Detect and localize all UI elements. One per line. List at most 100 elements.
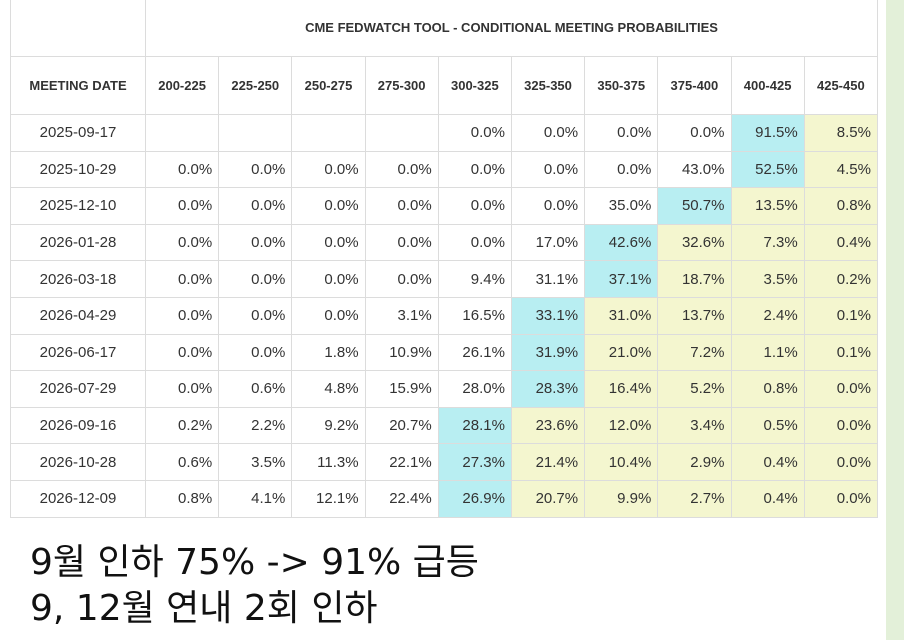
probability-cell: 1.8% bbox=[291, 333, 366, 372]
probability-cell: 0.0% bbox=[803, 406, 879, 445]
probability-cell bbox=[144, 114, 220, 152]
probability-cell: 26.9% bbox=[437, 479, 512, 518]
probability-cell: 0.0% bbox=[584, 114, 659, 152]
probability-cell: 3.1% bbox=[364, 296, 439, 335]
meeting-date: 2025-12-10 bbox=[10, 187, 146, 225]
probability-cell: 0.8% bbox=[803, 187, 879, 225]
probability-cell: 91.5% bbox=[730, 114, 805, 152]
probability-cell: 28.0% bbox=[437, 370, 512, 408]
probability-cell: 0.0% bbox=[144, 296, 220, 335]
table-row: 2026-01-28 0.0% 0.0% 0.0% 0.0% 0.0% 17.0% 42.6%… bbox=[10, 223, 879, 262]
meeting-date: 2026-01-28 bbox=[10, 223, 146, 262]
probability-cell: 7.2% bbox=[657, 333, 732, 372]
probability-cell: 35.0% bbox=[584, 187, 659, 225]
probability-cell: 0.0% bbox=[803, 443, 879, 481]
probability-cell: 3.5% bbox=[730, 260, 805, 298]
probability-cell: 2.9% bbox=[657, 443, 732, 481]
probability-cell: 0.0% bbox=[437, 187, 512, 225]
column-header: 200-225 bbox=[144, 56, 220, 115]
column-header: 275-300 bbox=[364, 56, 439, 115]
probability-cell: 0.0% bbox=[144, 260, 220, 298]
column-header: 225-250 bbox=[218, 56, 293, 115]
probability-cell: 33.1% bbox=[510, 296, 586, 335]
probability-cell: 0.5% bbox=[730, 406, 805, 445]
probability-cell: 31.0% bbox=[584, 296, 659, 335]
probability-cell: 0.0% bbox=[510, 114, 586, 152]
column-header: 375-400 bbox=[657, 56, 732, 115]
probability-cell: 0.4% bbox=[730, 479, 805, 518]
probability-cell: 43.0% bbox=[657, 150, 732, 189]
table-row: 2026-03-18 0.0% 0.0% 0.0% 0.0% 9.4% 31.1% 37.1%… bbox=[10, 260, 879, 298]
probability-cell: 0.0% bbox=[364, 150, 439, 189]
probability-cell: 4.1% bbox=[218, 479, 293, 518]
column-header: 425-450 bbox=[803, 56, 879, 115]
message-line: 9월 인하 75% -> 91% 급등 bbox=[30, 542, 479, 583]
probability-cell: 21.0% bbox=[584, 333, 659, 372]
probability-cell: 2.2% bbox=[218, 406, 293, 445]
probability-cell: 0.0% bbox=[510, 150, 586, 189]
probability-cell: 52.5% bbox=[730, 150, 805, 189]
probability-cell: 9.9% bbox=[584, 479, 659, 518]
probability-cell: 0.0% bbox=[364, 260, 439, 298]
probability-cell: 0.8% bbox=[730, 370, 805, 408]
probability-cell: 0.0% bbox=[364, 223, 439, 262]
table-row: 2026-12-09 0.8% 4.1% 12.1% 22.4% 26.9% 20.7% 9.… bbox=[10, 479, 879, 518]
probability-cell: 4.5% bbox=[803, 150, 879, 189]
probability-table: CME FEDWATCH TOOL - CONDITIONAL MEETING … bbox=[10, 0, 879, 518]
probability-cell: 0.6% bbox=[218, 370, 293, 408]
probability-cell: 3.4% bbox=[657, 406, 732, 445]
probability-cell: 20.7% bbox=[510, 479, 586, 518]
probability-cell: 31.1% bbox=[510, 260, 586, 298]
probability-cell: 42.6% bbox=[584, 223, 659, 262]
probability-cell: 0.2% bbox=[803, 260, 879, 298]
probability-cell: 0.0% bbox=[291, 187, 366, 225]
probability-cell: 0.4% bbox=[803, 223, 879, 262]
table-row: 2025-09-17 0.0% 0.0% 0.0% 0.0% 91.5% 8.5% bbox=[10, 114, 879, 152]
table-row: 2025-12-10 0.0% 0.0% 0.0% 0.0% 0.0% 0.0% 35.0% 5… bbox=[10, 187, 879, 225]
probability-cell: 0.1% bbox=[803, 333, 879, 372]
probability-cell: 31.9% bbox=[510, 333, 586, 372]
probability-cell: 0.0% bbox=[291, 260, 366, 298]
probability-cell: 0.0% bbox=[584, 150, 659, 189]
table-title: CME FEDWATCH TOOL - CONDITIONAL MEETING … bbox=[145, 0, 878, 57]
probability-cell: 4.8% bbox=[291, 370, 366, 408]
probability-cell: 0.1% bbox=[803, 296, 879, 335]
probability-cell: 0.4% bbox=[730, 443, 805, 481]
probability-cell: 2.7% bbox=[657, 479, 732, 518]
probability-cell: 3.5% bbox=[218, 443, 293, 481]
probability-cell: 22.1% bbox=[364, 443, 439, 481]
probability-cell: 0.0% bbox=[144, 150, 220, 189]
meeting-date: 2026-04-29 bbox=[10, 296, 146, 335]
probability-cell: 26.1% bbox=[437, 333, 512, 372]
meeting-date: 2026-12-09 bbox=[10, 479, 146, 518]
probability-cell: 9.4% bbox=[437, 260, 512, 298]
probability-cell: 23.6% bbox=[510, 406, 586, 445]
column-header: 325-350 bbox=[510, 56, 586, 115]
probability-cell: 0.0% bbox=[510, 187, 586, 225]
probability-cell: 0.6% bbox=[144, 443, 220, 481]
message-line: 9, 12월 연내 2회 인하 bbox=[30, 588, 378, 629]
probability-cell: 37.1% bbox=[584, 260, 659, 298]
column-header: 400-425 bbox=[730, 56, 805, 115]
probability-cell: 7.3% bbox=[730, 223, 805, 262]
probability-cell: 12.1% bbox=[291, 479, 366, 518]
probability-cell: 0.0% bbox=[218, 296, 293, 335]
probability-cell: 16.4% bbox=[584, 370, 659, 408]
probability-cell bbox=[218, 114, 293, 152]
probability-cell: 28.1% bbox=[437, 406, 512, 445]
meeting-date: 2026-06-17 bbox=[10, 333, 146, 372]
probability-cell: 11.3% bbox=[291, 443, 366, 481]
probability-cell: 0.0% bbox=[144, 370, 220, 408]
column-header: 350-375 bbox=[584, 56, 659, 115]
probability-cell: 10.9% bbox=[364, 333, 439, 372]
probability-cell: 0.0% bbox=[437, 150, 512, 189]
table-row: 2026-04-29 0.0% 0.0% 0.0% 3.1% 16.5% 33.1% 31.0… bbox=[10, 296, 879, 335]
probability-cell: 18.7% bbox=[657, 260, 732, 298]
probability-cell: 0.0% bbox=[144, 333, 220, 372]
probability-cell: 0.8% bbox=[144, 479, 220, 518]
message-text: 9월 인하 75% -> 91% 급등 9, 12월 연내 2회 인하 bbox=[30, 540, 479, 632]
probability-cell: 5.2% bbox=[657, 370, 732, 408]
probability-cell: 12.0% bbox=[584, 406, 659, 445]
